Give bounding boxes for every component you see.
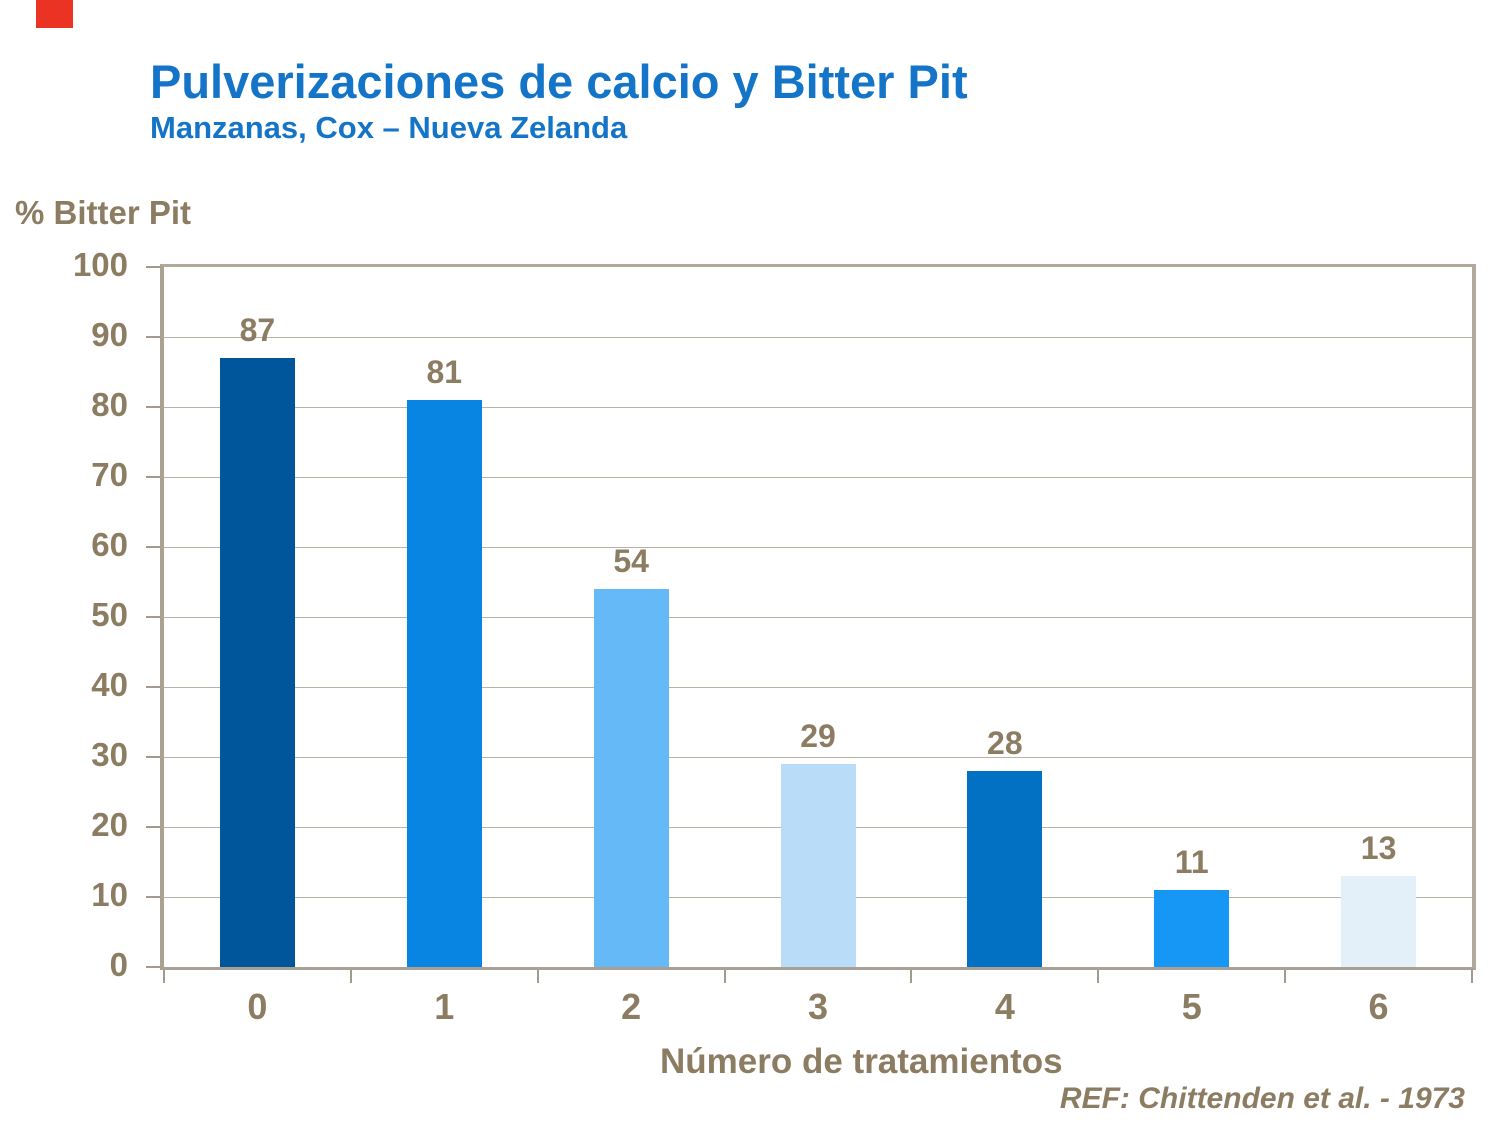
- y-tick-label: 40: [91, 666, 128, 703]
- gridline: [164, 406, 1472, 408]
- bar-value-label: 87: [239, 312, 276, 348]
- x-category-label: 3: [807, 986, 829, 1027]
- x-axis-tick: [1471, 970, 1473, 983]
- y-axis-tick: [146, 826, 160, 828]
- gridline: [164, 336, 1472, 338]
- bar-value-label: 29: [800, 718, 836, 754]
- y-axis-tick: [146, 546, 160, 548]
- y-tick-label: 30: [91, 736, 128, 773]
- bar-value-label: 54: [613, 543, 649, 579]
- bar-value-label: 81: [426, 354, 463, 390]
- x-axis-tick: [163, 970, 165, 983]
- gridline: [164, 476, 1472, 478]
- x-category-label: 6: [1368, 986, 1389, 1027]
- y-tick-label: 70: [91, 456, 128, 493]
- chart-subtitle: Manzanas, Cox – Nueva Zelanda: [150, 110, 628, 145]
- y-axis-tick: [146, 896, 160, 898]
- bar-value-label: 11: [1174, 844, 1209, 880]
- y-axis-tick: [146, 266, 160, 268]
- y-tick-label: 10: [91, 876, 128, 913]
- bar: [406, 400, 482, 967]
- y-tick-label: 80: [91, 386, 128, 423]
- x-axis-tick: [1097, 970, 1100, 983]
- x-axis-tick: [1284, 970, 1287, 983]
- x-axis-tick: [349, 970, 352, 983]
- x-axis-tick: [536, 970, 539, 983]
- y-axis-tick: [146, 476, 160, 478]
- y-axis-tick: [146, 336, 160, 338]
- y-tick-label: 20: [91, 806, 128, 843]
- bar: [1154, 890, 1230, 967]
- x-category-label: 5: [1181, 986, 1202, 1027]
- x-category-label: 0: [247, 986, 268, 1027]
- bar: [1341, 876, 1417, 967]
- y-axis-title: % Bitter Pit: [15, 194, 192, 231]
- y-axis-tick: [146, 756, 160, 758]
- bar-value-label: 13: [1360, 830, 1397, 866]
- bar: [780, 764, 856, 967]
- x-axis-title: Número de tratamientos: [660, 1042, 1063, 1081]
- y-tick-label: 60: [91, 526, 128, 563]
- y-axis-tick: [146, 616, 160, 618]
- bar-value-label: 28: [987, 725, 1023, 761]
- gridline: [164, 616, 1472, 618]
- red-accent-bar: [36, 0, 73, 28]
- chart-title: Pulverizaciones de calcio y Bitter Pit: [150, 55, 968, 108]
- x-axis-tick: [723, 970, 726, 983]
- reference-citation: REF: Chittenden et al. - 1973: [1059, 1082, 1465, 1115]
- y-axis-tick: [146, 686, 160, 688]
- y-tick-label: 50: [91, 596, 128, 633]
- y-axis-tick: [146, 966, 160, 968]
- gridline: [164, 756, 1472, 758]
- bar: [593, 589, 669, 967]
- x-category-label: 2: [621, 986, 642, 1027]
- x-category-label: 4: [994, 986, 1015, 1027]
- y-tick-label: 90: [91, 316, 128, 353]
- gridline: [164, 546, 1472, 548]
- gridline: [164, 686, 1472, 688]
- x-axis-tick: [910, 970, 913, 983]
- y-axis-tick: [146, 406, 160, 408]
- plot-area: 0 10 20 30 40 50 60 70 80 90 100 87 0 81 1 54 2 29 3 28 4 11 5…: [73, 248, 1476, 1025]
- bar: [967, 771, 1043, 967]
- bar: [219, 358, 295, 967]
- y-tick-label: 0: [109, 946, 128, 983]
- y-tick-label: 100: [72, 246, 128, 283]
- x-category-label: 1: [434, 986, 455, 1027]
